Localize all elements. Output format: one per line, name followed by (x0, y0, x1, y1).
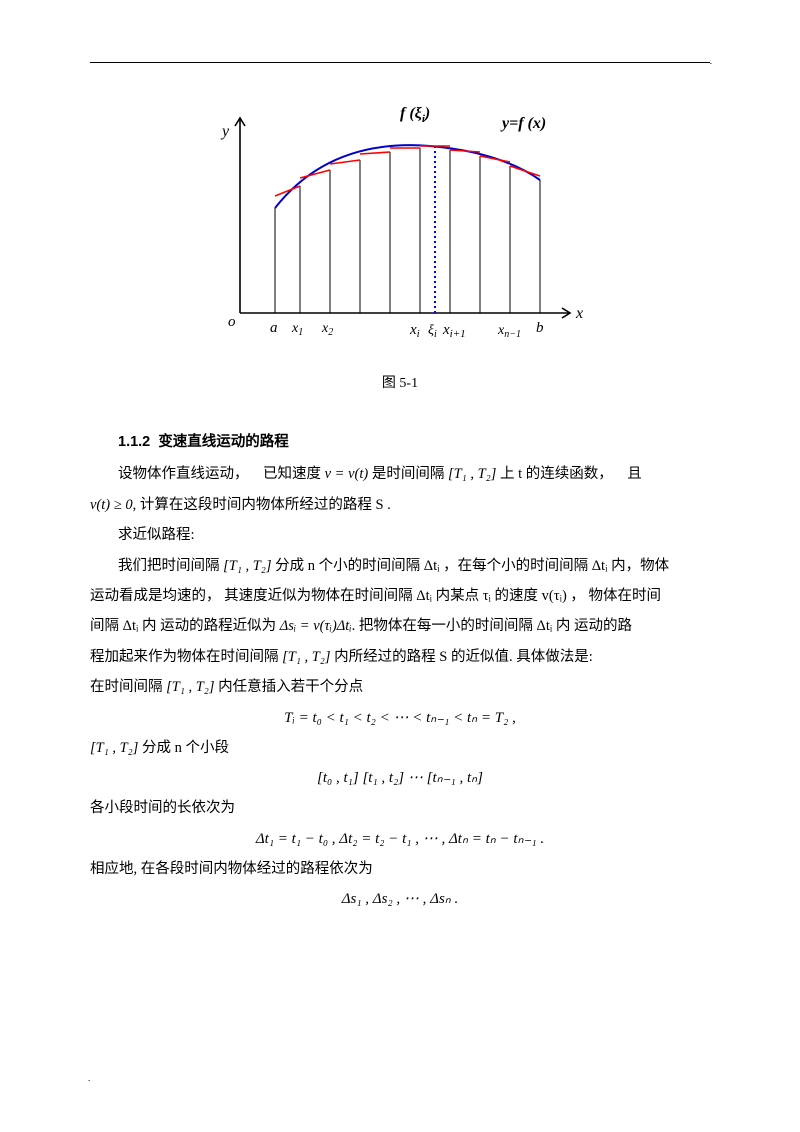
equation-4: Δs₁ , Δs₂ , ⋯ , Δsₙ . (90, 884, 710, 914)
svg-text:a: a (270, 320, 278, 336)
equation-3: Δt₁ = t₁ − t₀ , Δt₂ = t₂ − t₁ , ⋯ , Δtₙ … (90, 824, 710, 854)
svg-text:x1: x1 (291, 321, 303, 338)
text: 内所经过的路程 S 的近似值. 具体做法是: (331, 649, 593, 665)
header-mark: . (710, 52, 712, 71)
footer-mark: . (88, 1069, 90, 1088)
math: [T₁ , T₂] (223, 558, 271, 574)
math: v = v(t) (325, 466, 369, 482)
paragraph-11: 相应地, 在各段时间内物体经过的路程依次为 (90, 854, 710, 884)
top-rule (90, 62, 710, 63)
svg-text:xi+1: xi+1 (442, 322, 466, 340)
math: v(t) ≥ 0 (90, 497, 133, 513)
section-title: 变速直线运动的路程 (158, 434, 289, 450)
text: 我们把时间间隔 (118, 558, 223, 574)
text: 上 t 的连续函数， (496, 466, 612, 482)
text: 在时间间隔 (90, 679, 166, 695)
text: 分成 n 个小段 (138, 740, 229, 756)
riemann-diagram: y x o f (ξi) y=f (x) a x1 x2 xi ξi xi+1 … (200, 88, 600, 348)
y-axis-label: y (220, 123, 230, 140)
paragraph-10: 各小段时间的长依次为 (90, 793, 710, 823)
svg-text:xi: xi (409, 322, 420, 340)
text: 程加起来作为物体在时间间隔 (90, 649, 282, 665)
math: Δsᵢ = v(τᵢ)Δtᵢ (280, 618, 352, 634)
svg-text:b: b (536, 320, 544, 336)
paragraph-3: 求近似路程: (90, 520, 710, 550)
text: . 把物体在每一小的时间间隔 Δtᵢ 内 运动的路 (352, 618, 632, 634)
equation-2: [t₀ , t₁] [t₁ , t₂] ⋯ [tₙ₋₁ , tₙ] (90, 763, 710, 793)
paragraph-7: 程加起来作为物体在时间间隔 [T₁ , T₂] 内所经过的路程 S 的近似值. … (90, 642, 710, 672)
text: 是时间间隔 (368, 466, 448, 482)
math: [T₁ , T₂] (166, 679, 214, 695)
f-xi-label: f (ξi) (400, 105, 430, 125)
svg-text:xn−1: xn−1 (497, 323, 521, 340)
math: [T₁ , T₂] (90, 740, 138, 756)
text: 分成 n 个小的时间间隔 Δtᵢ ，在每个小的时间间隔 Δtᵢ 内，物体 (272, 558, 670, 574)
math: [T₁ , T₂] (282, 649, 330, 665)
paragraph-9: [T₁ , T₂] 分成 n 个小段 (90, 733, 710, 763)
text: 间隔 Δtᵢ 内 运动的路程近似为 (90, 618, 280, 634)
paragraph-5: 运动看成是均速的， 其速度近似为物体在时间间隔 Δtᵢ 内某点 τᵢ 的速度 v… (90, 581, 710, 611)
equation-1: Tᵢ = t₀ < t₁ < t₂ < ⋯ < tₙ₋₁ < tₙ = T₂ , (90, 703, 710, 733)
text: 且 (627, 466, 642, 482)
y-fx-label: y=f (x) (500, 115, 546, 132)
svg-text:ξi: ξi (428, 323, 437, 340)
text: 内任意插入若干个分点 (215, 679, 364, 695)
paragraph-8: 在时间间隔 [T₁ , T₂] 内任意插入若干个分点 (90, 672, 710, 702)
math: [T₁ , T₂] (448, 466, 496, 482)
text: 设物体作直线运动， (118, 466, 249, 482)
svg-text:x2: x2 (321, 321, 333, 338)
paragraph-2: v(t) ≥ 0, 计算在这段时间内物体所经过的路程 S . (90, 490, 710, 520)
section-number: 1.1.2 (118, 434, 150, 450)
paragraph-4: 我们把时间间隔 [T₁ , T₂] 分成 n 个小的时间间隔 Δtᵢ ，在每个小… (90, 551, 710, 581)
figure-caption: 图 5-1 (90, 369, 710, 398)
page: . (0, 0, 800, 1132)
section-heading: 1.1.2 变速直线运动的路程 (118, 427, 710, 457)
paragraph-6: 间隔 Δtᵢ 内 运动的路程近似为 Δsᵢ = v(τᵢ)Δtᵢ. 把物体在每一… (90, 611, 710, 641)
origin-label: o (228, 314, 236, 330)
text: , 计算在这段时间内物体所经过的路程 S . (133, 497, 391, 513)
paragraph-1: 设物体作直线运动， 已知速度 v = v(t) 是时间间隔 [T₁ , T₂] … (90, 459, 710, 489)
figure-5-1: y x o f (ξi) y=f (x) a x1 x2 xi ξi xi+1 … (90, 88, 710, 359)
text: 已知速度 (263, 466, 325, 482)
x-axis-label: x (575, 305, 583, 322)
